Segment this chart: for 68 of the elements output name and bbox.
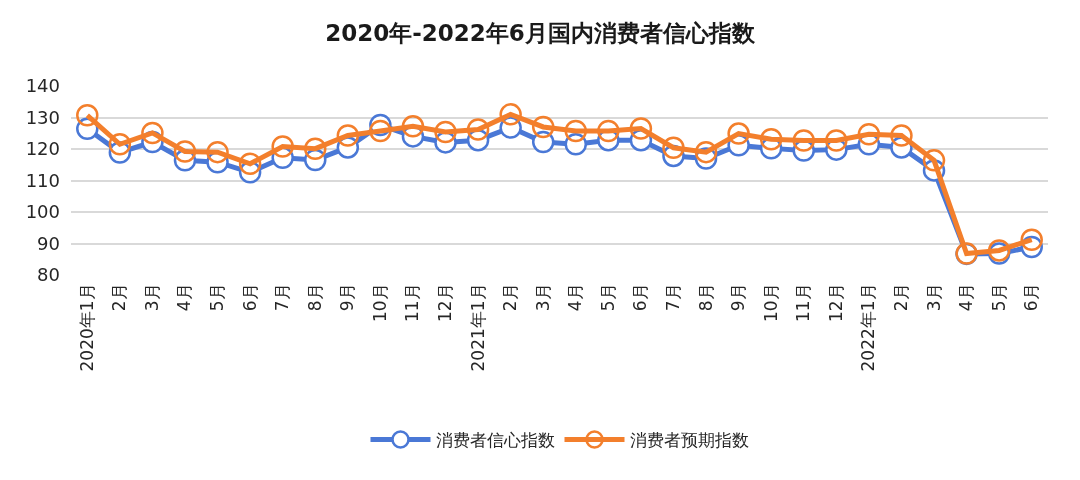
chart-title: 2020年-2022年6月国内消费者信心指数 <box>325 20 756 47</box>
x-tick-label: 6月 <box>239 283 260 312</box>
point <box>629 117 653 140</box>
y-tick-label: 80 <box>37 264 60 286</box>
point <box>727 122 750 145</box>
point <box>271 135 294 158</box>
point <box>304 137 327 160</box>
x-tick-label: 9月 <box>728 283 749 312</box>
x-tick-label: 7月 <box>272 283 293 312</box>
x-tick-label: 2月 <box>109 283 130 312</box>
point <box>564 119 588 143</box>
point <box>434 120 457 144</box>
x-tick-label: 3月 <box>141 283 162 312</box>
x-tick-label: 5月 <box>597 283 618 312</box>
point <box>238 152 262 176</box>
point <box>141 121 164 145</box>
point <box>173 140 197 163</box>
point <box>466 118 490 141</box>
point <box>531 115 555 139</box>
y-tick-label: 100 <box>25 201 60 223</box>
point <box>825 129 848 152</box>
point <box>369 119 392 143</box>
x-tick-label: 7月 <box>663 283 684 312</box>
x-tick-label: 4月 <box>956 283 977 312</box>
point <box>1020 228 1043 251</box>
x-tick-label: 6月 <box>630 283 651 312</box>
x-tick-label: 9月 <box>337 283 358 312</box>
x-tick-label: 3月 <box>532 283 553 312</box>
x-tick-label: 8月 <box>695 283 716 312</box>
x-tick-label: 12月 <box>825 283 846 323</box>
point <box>499 103 522 126</box>
x-tick-label: 11月 <box>793 283 814 323</box>
point <box>759 127 783 151</box>
point <box>922 149 946 172</box>
point <box>76 104 99 127</box>
x-tick-label: 4月 <box>174 283 195 312</box>
legend-label: 消费者信心指数 <box>435 430 555 451</box>
point <box>108 133 132 156</box>
y-tick-label: 120 <box>25 138 60 160</box>
x-tick-label: 2021年1月 <box>467 283 488 372</box>
x-tick-label: 6月 <box>1021 283 1042 312</box>
y-tick-label: 140 <box>25 75 60 97</box>
point <box>890 124 913 147</box>
x-tick-label: 2022年1月 <box>858 283 879 372</box>
x-tick-label: 10月 <box>760 283 781 323</box>
x-tick-label: 5月 <box>988 283 1009 312</box>
x-tick-label: 2020年1月 <box>76 283 97 372</box>
legend-label: 消费者预期指数 <box>629 430 749 451</box>
x-tick-label: 11月 <box>402 283 423 323</box>
y-tick-label: 90 <box>37 232 60 254</box>
point <box>597 119 620 143</box>
point <box>662 136 685 159</box>
point <box>401 115 425 138</box>
x-tick-label: 2月 <box>500 283 521 312</box>
x-tick-label: 10月 <box>369 283 390 323</box>
x-tick-label: 5月 <box>207 283 228 312</box>
y-tick-label: 130 <box>25 106 60 128</box>
x-tick-label: 3月 <box>923 283 944 312</box>
x-tick-label: 8月 <box>304 283 325 312</box>
point <box>694 140 718 164</box>
y-tick-label: 110 <box>25 169 60 191</box>
x-tick-label: 2月 <box>890 283 911 312</box>
x-tick-label: 12月 <box>435 283 456 323</box>
point <box>857 122 881 146</box>
point <box>336 124 360 147</box>
x-tick-label: 4月 <box>565 283 586 312</box>
point <box>792 129 815 152</box>
point <box>206 140 229 164</box>
